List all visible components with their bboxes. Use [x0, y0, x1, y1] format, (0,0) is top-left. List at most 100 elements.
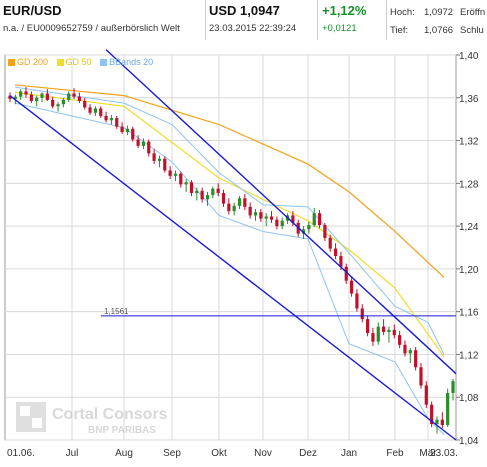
candle-body [168, 170, 172, 176]
candle-body [440, 419, 444, 426]
broker-logo-icon [16, 402, 46, 432]
broker-watermark: Cortal Consors BNP PARIBAS [16, 402, 168, 436]
chart-svg[interactable]: Cortal Consors BNP PARIBAS 1,1561 1,40 1,… [0, 40, 487, 462]
candle-body [243, 198, 247, 207]
candle-body [275, 219, 279, 227]
y-tick-label: 1,04 [459, 436, 479, 447]
legend-swatch-bbands [100, 59, 108, 66]
quote-header: EUR/USD n.a. / EU0009652759 / außerbörsl… [0, 0, 487, 40]
legend-label-gd200: GD 200 [17, 57, 49, 67]
candle-body [211, 188, 215, 196]
candle-body [392, 329, 396, 336]
candle-body [147, 141, 151, 154]
candle-body [232, 205, 236, 212]
candle-body [141, 141, 146, 146]
candle-body [419, 367, 423, 386]
candle-body [136, 139, 140, 146]
price-chart[interactable]: Cortal Consors BNP PARIBAS 1,1561 1,40 1,… [0, 40, 487, 462]
candle-body [312, 213, 316, 226]
candle-body [344, 266, 348, 281]
range-cell: Hoch: 1,0972 Tief: 1,0766 Eröffn Schlu [387, 0, 487, 40]
candle-body [13, 96, 17, 99]
candle-body [259, 212, 263, 219]
instrument-subtitle: n.a. / EU0009652759 / außerbörslich Welt [3, 23, 180, 34]
instrument-cell: EUR/USD n.a. / EU0009652759 / außerbörsl… [0, 0, 206, 40]
change-cell: +1,12% +0,0121 [318, 0, 387, 40]
candle-body [163, 158, 167, 171]
channel-upper-line [105, 49, 457, 375]
change-percent: +1,12% [322, 3, 367, 18]
series-line-gd50 [14, 91, 445, 357]
candle-body [398, 335, 402, 345]
candle-body [371, 333, 375, 342]
x-tick-label: Aug [115, 448, 133, 459]
legend-item-gd200[interactable]: GD 200 [8, 57, 48, 67]
candle-body [349, 280, 354, 294]
price-timestamp: 23.03.2015 22:39:24 [209, 23, 297, 34]
y-tick-label: 1,28 [459, 179, 479, 190]
candle-body [430, 404, 434, 424]
candle-body [184, 182, 188, 185]
candle-body [99, 108, 103, 116]
high-row: Hoch: 1,0972 [390, 7, 453, 18]
series-line-bbands-upper [14, 86, 445, 355]
x-tick-label: Feb [386, 448, 404, 459]
candle-body [67, 93, 71, 100]
candle-body [152, 153, 156, 161]
legend-swatch-gd200 [8, 59, 15, 66]
close-label: Schlu [460, 25, 484, 36]
y-tick-label: 1,36 [459, 94, 479, 105]
candle-body [237, 198, 242, 206]
high-label: Hoch: [390, 7, 415, 18]
low-row: Tief: 1,0766 [390, 25, 453, 36]
y-tick-label: 1,12 [459, 350, 479, 361]
instrument-symbol[interactable]: EUR/USD [3, 3, 62, 18]
x-tick-label: Nov [254, 448, 272, 459]
candle-body [301, 229, 306, 234]
candle-body [24, 91, 28, 95]
chart-legend: GD 200 GD 50 BBands 20 [8, 57, 159, 67]
candle-body [61, 99, 65, 105]
candle-body [205, 195, 210, 200]
level-line-label: 1,1561 [104, 307, 129, 316]
candle-body [189, 182, 194, 193]
legend-item-gd50[interactable]: GD 50 [56, 57, 92, 67]
candle-body [19, 91, 23, 97]
candle-body [280, 220, 284, 227]
last-price: USD 1,0947 [209, 3, 280, 18]
legend-label-gd50: GD 50 [65, 57, 92, 67]
candle-body [83, 100, 87, 108]
candle-body [446, 392, 450, 426]
candle-body [264, 216, 268, 219]
legend-item-bbands[interactable]: BBands 20 [100, 57, 153, 67]
candle-body [360, 308, 364, 320]
legend-label-bbands: BBands 20 [109, 57, 154, 67]
candle-body [408, 350, 412, 354]
x-tick-label: Jul [66, 448, 79, 459]
x-tick-label: Okt [211, 448, 227, 459]
candle-body [40, 93, 44, 98]
candle-body [72, 93, 76, 97]
candle-body [131, 128, 135, 140]
change-absolute: +0,0121 [322, 23, 357, 34]
plot-frame [4, 54, 457, 441]
candle-body [253, 212, 258, 216]
candle-body [93, 108, 97, 113]
candle-body [227, 203, 231, 212]
candle-body [376, 326, 380, 342]
y-tick-label: 1,40 [459, 51, 479, 62]
candle-body [424, 385, 428, 405]
candle-body [179, 173, 183, 185]
candle-body [216, 188, 220, 193]
candle-body [221, 192, 226, 204]
candle-body [200, 190, 204, 200]
high-value: 1,0972 [424, 7, 454, 18]
candle-body [333, 248, 338, 257]
candle-body [382, 326, 386, 332]
x-tick-label: Sep [163, 448, 181, 459]
y-tick-label: 1,20 [459, 265, 479, 276]
candle-body [109, 118, 114, 121]
x-tick-label: Mär [419, 448, 437, 459]
candle-body [56, 104, 60, 107]
candle-body [435, 419, 439, 424]
